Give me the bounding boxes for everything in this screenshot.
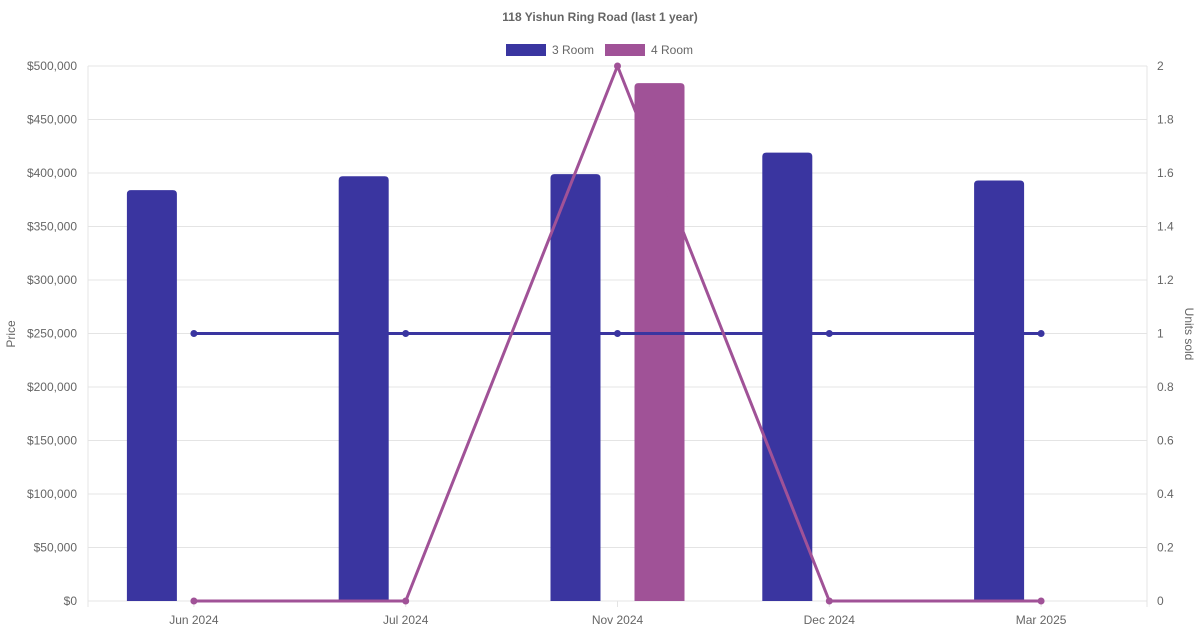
point-4-room-units[interactable] bbox=[1037, 597, 1045, 605]
lines bbox=[190, 62, 1045, 605]
x-tick-label: Mar 2025 bbox=[1016, 613, 1067, 627]
x-tick-label: Dec 2024 bbox=[804, 613, 856, 627]
bar-3-room[interactable] bbox=[762, 152, 813, 602]
legend-swatch-4-room bbox=[605, 44, 645, 56]
y-left-tick-label: $300,000 bbox=[27, 273, 77, 287]
legend-swatch-3-room bbox=[506, 44, 546, 56]
y-left-axis-label: Price bbox=[4, 320, 18, 348]
point-4-room-units[interactable] bbox=[402, 597, 410, 605]
y-right-tick-label: 0 bbox=[1157, 594, 1164, 608]
legend-label-3-room: 3 Room bbox=[552, 43, 594, 57]
y-right-axis-label: Units sold bbox=[1182, 308, 1196, 361]
y-right-tick-label: 0.8 bbox=[1157, 380, 1174, 394]
y-left-tick-label: $450,000 bbox=[27, 113, 77, 127]
x-tick-label: Jul 2024 bbox=[383, 613, 429, 627]
y-right-tick-label: 1.2 bbox=[1157, 273, 1174, 287]
chart-title: 118 Yishun Ring Road (last 1 year) bbox=[502, 10, 697, 24]
y-left-tick-label: $400,000 bbox=[27, 166, 77, 180]
bar-3-room[interactable] bbox=[974, 180, 1025, 602]
bar-4-room[interactable] bbox=[634, 83, 685, 602]
point-4-room-units[interactable] bbox=[190, 597, 198, 605]
y-left-tick-label: $200,000 bbox=[27, 380, 77, 394]
y-right-tick-label: 0.2 bbox=[1157, 541, 1174, 555]
y-right-tick-label: 0.4 bbox=[1157, 487, 1174, 501]
y-left-tick-label: $100,000 bbox=[27, 487, 77, 501]
y-left-tick-label: $50,000 bbox=[34, 541, 78, 555]
x-tick-label: Jun 2024 bbox=[169, 613, 219, 627]
legend-item-4-room[interactable]: 4 Room bbox=[605, 43, 693, 57]
y-right-tick-label: 1.4 bbox=[1157, 220, 1174, 234]
x-tick-labels: Jun 2024 Jul 2024 Nov 2024 Dec 2024 Mar 2025 bbox=[169, 613, 1067, 627]
x-tick-label: Nov 2024 bbox=[592, 613, 644, 627]
point-3-room-units[interactable] bbox=[825, 330, 833, 337]
legend-item-3-room[interactable]: 3 Room bbox=[506, 43, 594, 57]
point-4-room-units[interactable] bbox=[825, 597, 833, 605]
point-3-room-units[interactable] bbox=[190, 330, 198, 337]
y-left-tick-label: $350,000 bbox=[27, 220, 77, 234]
legend-label-4-room: 4 Room bbox=[651, 43, 693, 57]
point-3-room-units[interactable] bbox=[614, 330, 621, 337]
y-left-tick-label: $500,000 bbox=[27, 59, 77, 73]
point-3-room-units[interactable] bbox=[1037, 330, 1045, 337]
y-right-tick-labels: 0 0.2 0.4 0.6 0.8 1 1.2 1.4 1.6 1.8 2 bbox=[1157, 59, 1174, 608]
bar-3-room[interactable] bbox=[126, 190, 177, 601]
y-right-tick-label: 1 bbox=[1157, 327, 1164, 341]
bars bbox=[126, 83, 1025, 602]
point-4-room-units[interactable] bbox=[614, 62, 621, 70]
bar-3-room[interactable] bbox=[550, 174, 601, 601]
point-3-room-units[interactable] bbox=[402, 330, 410, 337]
bar-3-room[interactable] bbox=[338, 176, 389, 601]
y-left-tick-labels: $0 $50,000 $100,000 $150,000 $200,000 $250,00… bbox=[27, 59, 77, 608]
y-right-tick-label: 1.8 bbox=[1157, 113, 1174, 127]
y-right-tick-label: 0.6 bbox=[1157, 434, 1174, 448]
y-left-tick-label: $250,000 bbox=[27, 327, 77, 341]
y-right-tick-label: 2 bbox=[1157, 59, 1164, 73]
y-left-tick-label: $150,000 bbox=[27, 434, 77, 448]
y-right-tick-label: 1.6 bbox=[1157, 166, 1174, 180]
y-left-tick-label: $0 bbox=[64, 594, 78, 608]
legend: 3 Room 4 Room bbox=[506, 43, 693, 57]
